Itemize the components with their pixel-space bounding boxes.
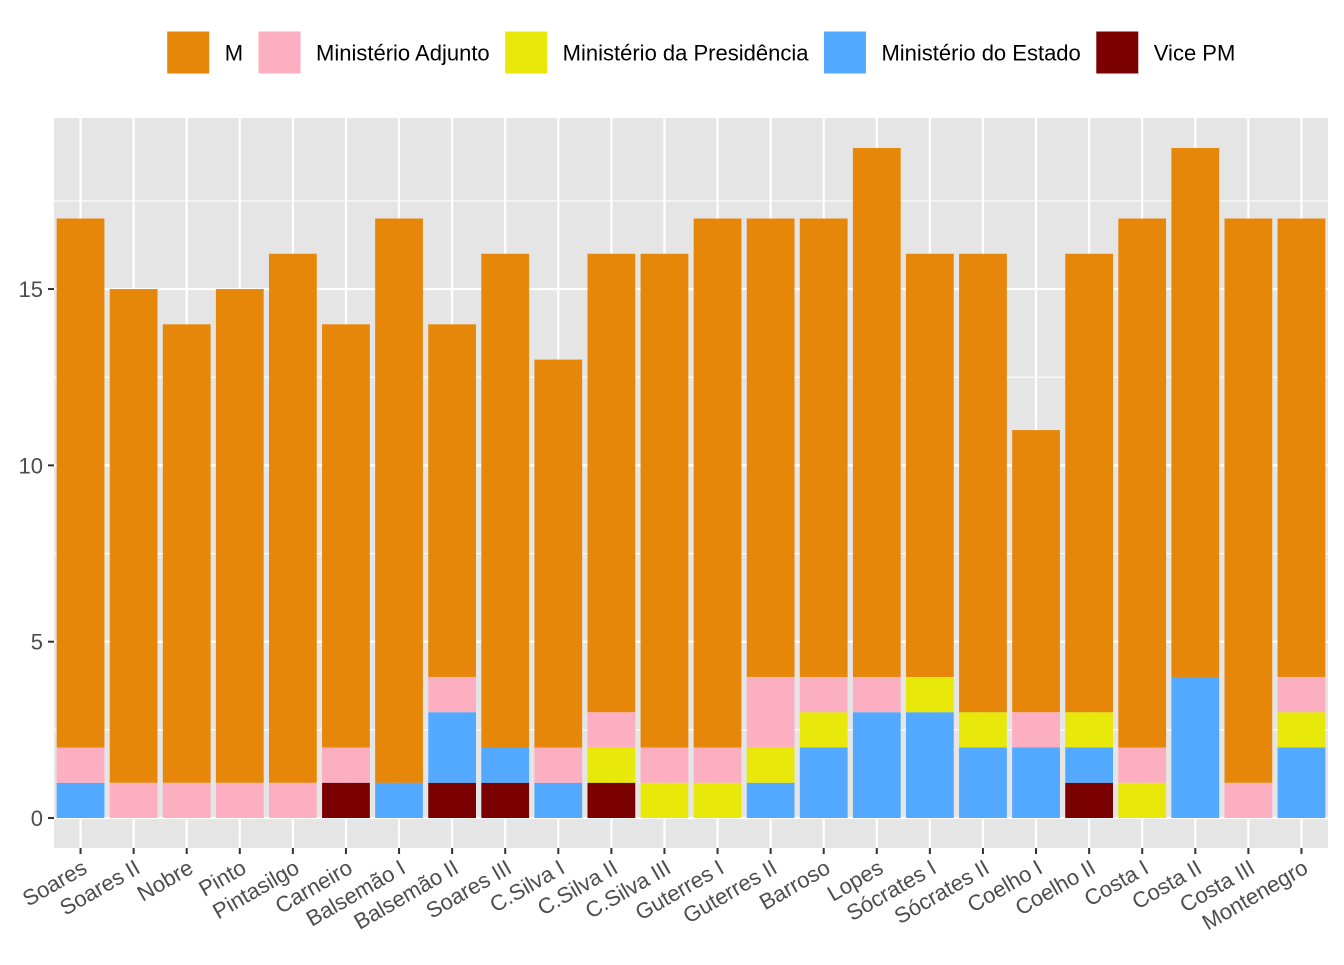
- bar-segment-ministerio-da-presidencia: [799, 712, 848, 748]
- bar-segment-ministerio-adjunto: [215, 782, 264, 819]
- bar-segment-ministerio-adjunto: [322, 747, 370, 783]
- bar-segment-ministerio-adjunto: [852, 676, 901, 713]
- bar-segment-m: [1012, 430, 1060, 713]
- bar-segment-m: [587, 253, 636, 713]
- bar-segment-m: [1118, 218, 1167, 748]
- bar-segment-ministerio-da-presidencia: [905, 676, 954, 713]
- bar-segment-ministerio-da-presidencia: [587, 747, 636, 783]
- bar-segment-m: [215, 289, 264, 783]
- bar-segment-m: [852, 147, 901, 677]
- bar-segment-ministerio-do-estado: [534, 782, 583, 819]
- bar-segment-vice-pm: [481, 782, 530, 819]
- bar-segment-m: [1277, 218, 1326, 677]
- bar-segment-ministerio-adjunto: [1224, 782, 1273, 819]
- bar-segment-ministerio-da-presidencia: [959, 712, 1007, 748]
- bar-segment-ministerio-da-presidencia: [746, 747, 795, 783]
- bar-segment-vice-pm: [1065, 782, 1114, 819]
- bar-segment-ministerio-adjunto: [428, 676, 477, 713]
- bar-segment-m: [109, 289, 158, 783]
- bar-segment-ministerio-do-estado: [746, 782, 795, 819]
- legend-label-m: M: [225, 41, 243, 66]
- bar-segment-ministerio-adjunto: [587, 712, 636, 748]
- bar-segment-m: [905, 253, 954, 677]
- bar-segment-ministerio-do-estado: [959, 747, 1007, 819]
- bar-segment-ministerio-adjunto: [534, 747, 583, 783]
- bar-segment-m: [375, 218, 423, 783]
- bar-segment-ministerio-adjunto: [799, 676, 848, 713]
- legend-key-ministerio-do-estado: [822, 30, 867, 75]
- bar-segment-ministerio-do-estado: [1012, 747, 1060, 819]
- bar-segment-m: [481, 253, 530, 748]
- legend-key-m: [166, 30, 211, 75]
- bar-segment-m: [56, 218, 105, 748]
- legend-label-ministerio-da-presidencia: Ministério da Presidência: [563, 41, 810, 66]
- legend-key-ministerio-da-presidencia: [504, 30, 549, 75]
- bar-segment-m: [640, 253, 689, 748]
- bar-segment-ministerio-adjunto: [1012, 712, 1060, 748]
- bar-segment-ministerio-adjunto: [162, 782, 211, 819]
- bar-segment-ministerio-do-estado: [375, 782, 423, 819]
- bar-segment-ministerio-adjunto: [109, 782, 158, 819]
- y-tick-label: 5: [31, 630, 43, 655]
- bar-segment-ministerio-do-estado: [481, 747, 530, 783]
- legend: M Ministério Adjunto Ministério da Presidê…: [166, 30, 1236, 75]
- bar-segment-ministerio-do-estado: [852, 712, 901, 819]
- bar-segment-ministerio-do-estado: [56, 782, 105, 819]
- bar-segment-m: [162, 324, 211, 783]
- y-tick-label: 0: [31, 806, 43, 831]
- bar-segment-m: [959, 253, 1007, 713]
- bars: [56, 147, 1326, 819]
- bar-segment-vice-pm: [587, 782, 636, 819]
- bar-segment-m: [534, 359, 583, 748]
- bar-segment-m: [799, 218, 848, 677]
- bar-segment-m: [322, 324, 370, 748]
- bar-segment-m: [268, 253, 317, 783]
- bar-segment-ministerio-adjunto: [1277, 676, 1326, 713]
- bar-segment-m: [1065, 253, 1114, 713]
- bar-segment-ministerio-do-estado: [905, 712, 954, 819]
- bar-segment-ministerio-da-presidencia: [640, 782, 689, 819]
- bar-segment-vice-pm: [428, 782, 477, 819]
- legend-label-ministerio-adjunto: Ministério Adjunto: [316, 41, 490, 66]
- legend-label-vice-pm: Vice PM: [1154, 41, 1236, 66]
- bar-segment-ministerio-do-estado: [799, 747, 848, 819]
- plot-panel: [54, 118, 1328, 848]
- bar-segment-ministerio-adjunto: [1118, 747, 1167, 783]
- bar-segment-ministerio-adjunto: [56, 747, 105, 783]
- x-tick-label: Nobre: [133, 855, 197, 907]
- bar-segment-ministerio-do-estado: [1171, 676, 1220, 819]
- bar-segment-ministerio-do-estado: [1277, 747, 1326, 819]
- bar-segment-ministerio-adjunto: [693, 747, 742, 783]
- bar-segment-ministerio-adjunto: [640, 747, 689, 783]
- y-tick-label: 15: [19, 277, 43, 302]
- bar-segment-ministerio-adjunto: [268, 782, 317, 819]
- bar-segment-ministerio-da-presidencia: [693, 782, 742, 819]
- y-axis: 0 5 10 15: [19, 277, 54, 831]
- y-tick-label: 10: [19, 453, 43, 478]
- legend-label-ministerio-do-estado: Ministério do Estado: [881, 41, 1080, 66]
- bar-segment-m: [746, 218, 795, 677]
- bar-segment-vice-pm: [322, 782, 370, 819]
- legend-key-vice-pm: [1095, 30, 1140, 75]
- bar-segment-ministerio-adjunto: [746, 676, 795, 748]
- bar-segment-m: [693, 218, 742, 748]
- bar-segment-ministerio-da-presidencia: [1118, 782, 1167, 819]
- bar-segment-m: [1171, 147, 1220, 677]
- legend-key-ministerio-adjunto: [257, 30, 302, 75]
- bar-segment-m: [1224, 218, 1273, 783]
- bar-segment-ministerio-do-estado: [1065, 747, 1114, 783]
- bar-segment-ministerio-da-presidencia: [1065, 712, 1114, 748]
- bar-segment-ministerio-da-presidencia: [1277, 712, 1326, 748]
- bar-segment-ministerio-do-estado: [428, 712, 477, 783]
- bar-segment-m: [428, 324, 477, 677]
